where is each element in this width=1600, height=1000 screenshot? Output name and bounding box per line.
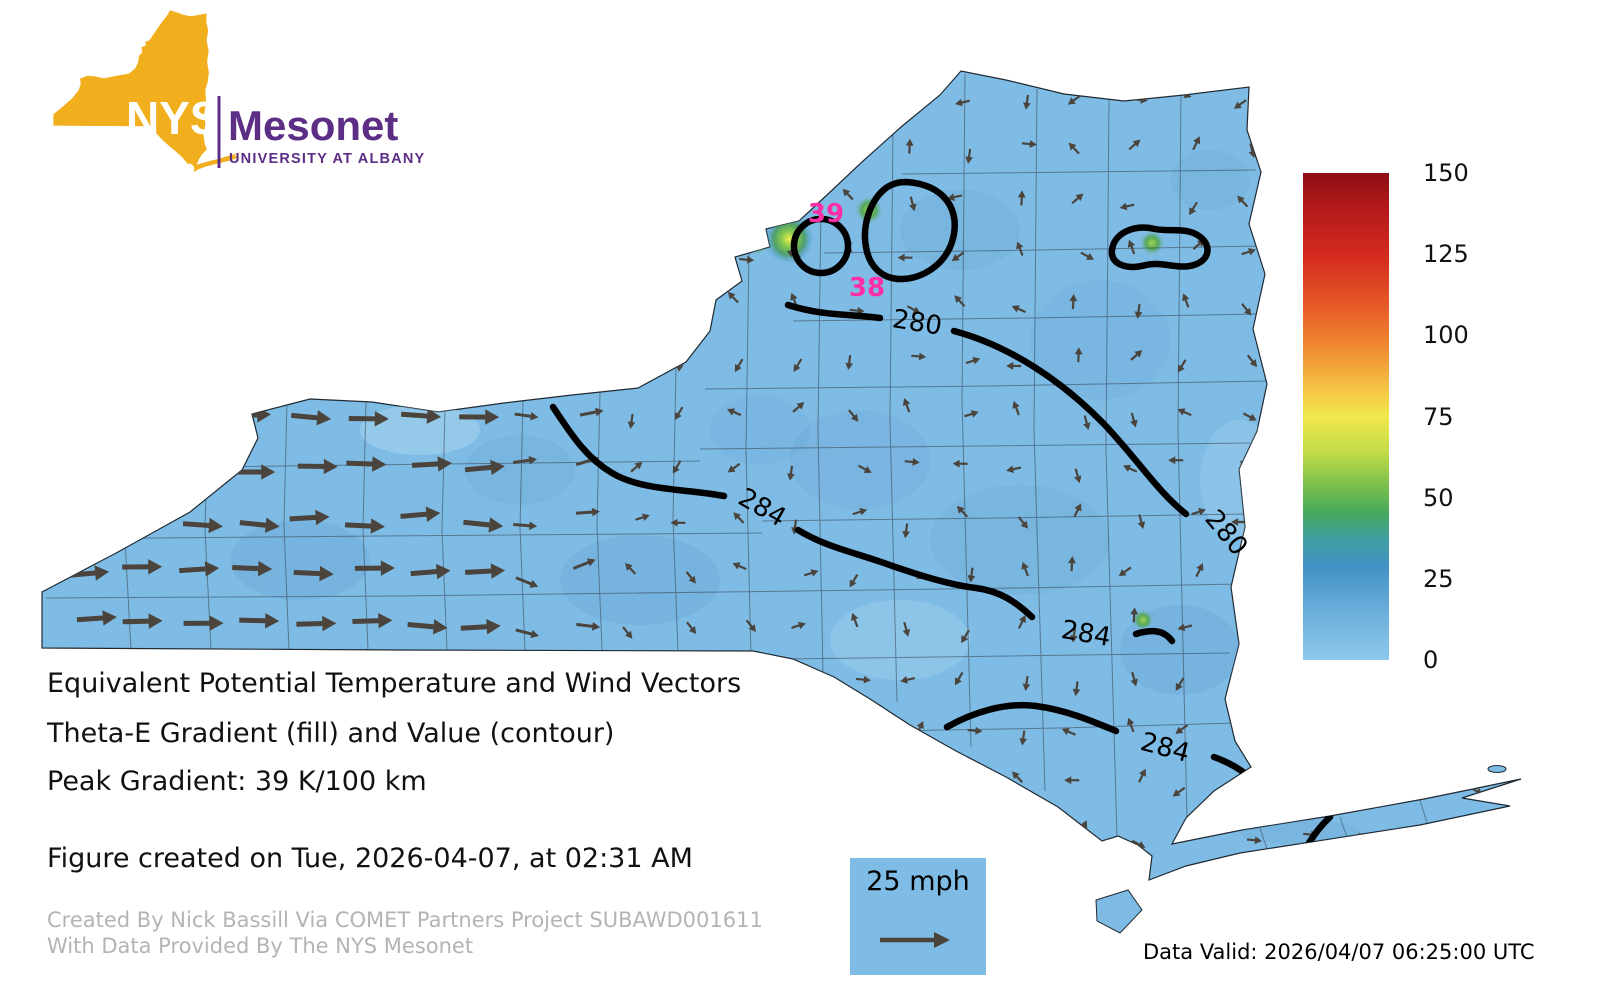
staten-island xyxy=(1095,889,1143,934)
logo-nys-text: NYS xyxy=(126,92,221,144)
colorbar-tick-50: 50 xyxy=(1423,484,1454,512)
colorbar: 150 125 100 75 50 25 0 xyxy=(1303,159,1473,674)
title-peak-gradient: Peak Gradient: 39 K/100 km xyxy=(47,766,427,797)
credit-line-1: Created By Nick Bassill Via COMET Partne… xyxy=(47,908,763,932)
logo-mesonet-text: Mesonet xyxy=(228,102,398,149)
title-sub: Theta-E Gradient (fill) and Value (conto… xyxy=(47,718,615,749)
peak-label-38: 38 xyxy=(849,273,885,303)
logo-university-text: UNIVERSITY AT ALBANY xyxy=(229,151,425,167)
wind-legend-label: 25 mph xyxy=(866,866,970,897)
data-valid-text: Data Valid: 2026/04/07 06:25:00 UTC xyxy=(1143,940,1535,964)
colorbar-tick-150: 150 xyxy=(1423,159,1469,187)
credit-line-2: With Data Provided By The NYS Mesonet xyxy=(47,934,474,958)
peak-gradient-labels: 39 38 xyxy=(808,199,885,303)
gradient-fill-mottling xyxy=(230,150,1360,844)
small-island xyxy=(1487,765,1507,773)
colorbar-tick-0: 0 xyxy=(1423,646,1439,674)
colorbar-gradient xyxy=(1303,173,1389,660)
wind-legend-box: 25 mph xyxy=(850,858,986,975)
nys-mesonet-logo: NYS Mesonet UNIVERSITY AT ALBANY xyxy=(53,10,425,173)
theta-e-contours xyxy=(549,178,1334,868)
colorbar-tick-25: 25 xyxy=(1423,565,1454,593)
figure-created-text: Figure created on Tue, 2026-04-07, at 02… xyxy=(47,843,693,874)
colorbar-tick-100: 100 xyxy=(1423,321,1469,349)
title-main: Equivalent Potential Temperature and Win… xyxy=(47,668,742,699)
colorbar-tick-125: 125 xyxy=(1423,240,1469,268)
peak-label-39: 39 xyxy=(808,199,844,229)
colorbar-tick-75: 75 xyxy=(1423,403,1454,431)
wind-legend-arrow-icon xyxy=(880,932,950,948)
